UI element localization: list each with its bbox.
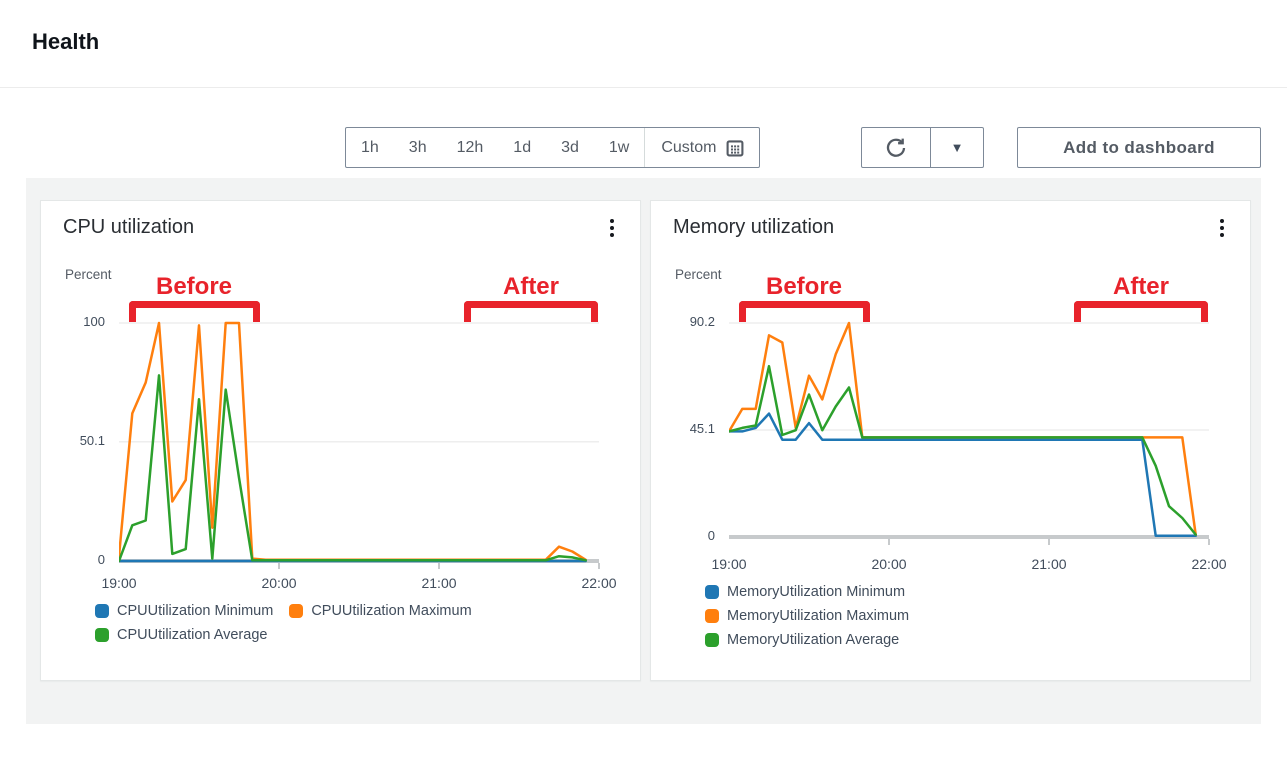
y-axis-unit-label: Percent bbox=[65, 267, 112, 282]
annotation-before-label: Before bbox=[155, 273, 233, 300]
add-to-dashboard-button[interactable]: Add to dashboard bbox=[1017, 127, 1261, 168]
legend-label: CPUUtilization Average bbox=[117, 627, 268, 643]
toolbar: 1h 3h 12h 1d 3d 1w Custom bbox=[0, 88, 1287, 178]
kebab-menu-icon[interactable] bbox=[604, 215, 620, 241]
legend-swatch bbox=[705, 633, 719, 647]
refresh-button[interactable] bbox=[862, 128, 931, 167]
legend-label: MemoryUtilization Maximum bbox=[727, 608, 910, 624]
y-axis-tick-label: 50.1 bbox=[79, 432, 105, 448]
y-axis-tick-label: 45.1 bbox=[689, 421, 715, 436]
page-title: Health bbox=[32, 29, 100, 54]
legend-swatch bbox=[95, 604, 109, 618]
time-range-custom[interactable]: Custom bbox=[645, 128, 759, 167]
y-axis-tick-label: 0 bbox=[707, 528, 715, 543]
chart-title: Memory utilization bbox=[673, 216, 835, 238]
divider bbox=[644, 128, 646, 167]
annotation-after-label: After bbox=[502, 273, 560, 300]
y-axis-unit-label: Percent bbox=[675, 267, 722, 282]
legend-item[interactable]: CPUUtilization Maximum bbox=[289, 603, 472, 619]
chart-legend: MemoryUtilization Minimum MemoryUtilizati… bbox=[705, 584, 909, 648]
caret-down-icon: ▼ bbox=[950, 140, 964, 155]
x-axis-tick-label: 20:00 bbox=[261, 575, 297, 591]
annotation-before-label: Before bbox=[765, 273, 843, 300]
cpu-chart-plot[interactable] bbox=[119, 321, 601, 575]
y-axis-tick-label: 90.2 bbox=[689, 314, 715, 329]
time-range-3h[interactable]: 3h bbox=[394, 128, 442, 167]
legend-swatch bbox=[95, 628, 109, 642]
x-axis-tick-label: 21:00 bbox=[1031, 556, 1067, 572]
legend-swatch bbox=[705, 585, 719, 599]
time-range-1w[interactable]: 1w bbox=[594, 128, 644, 167]
x-axis-tick-label: 20:00 bbox=[871, 556, 907, 572]
memory-utilization-card: Memory utilization Percent Before After … bbox=[650, 200, 1251, 681]
x-axis-tick-label: 21:00 bbox=[421, 575, 457, 591]
y-axis-tick-label: 100 bbox=[83, 314, 105, 329]
annotation-after-bracket bbox=[1074, 301, 1208, 322]
legend-item[interactable]: CPUUtilization Minimum bbox=[95, 603, 273, 619]
time-range-1h[interactable]: 1h bbox=[346, 128, 394, 167]
annotation-before-bracket bbox=[739, 301, 870, 322]
legend-label: CPUUtilization Minimum bbox=[117, 603, 274, 619]
x-axis-tick-label: 19:00 bbox=[101, 575, 137, 591]
time-range-1d[interactable]: 1d bbox=[498, 128, 546, 167]
refresh-options-dropdown[interactable]: ▼ bbox=[931, 128, 983, 167]
refresh-icon bbox=[883, 135, 909, 161]
x-axis-tick-label: 22:00 bbox=[581, 575, 617, 591]
legend-item[interactable]: MemoryUtilization Maximum bbox=[705, 608, 909, 624]
kebab-menu-icon[interactable] bbox=[1214, 215, 1230, 241]
cpu-utilization-card: CPU utilization Percent Before After CPU… bbox=[40, 200, 641, 681]
refresh-group: ▼ bbox=[861, 127, 984, 168]
time-range-12h[interactable]: 12h bbox=[442, 128, 499, 167]
time-range-group: 1h 3h 12h 1d 3d 1w Custom bbox=[345, 127, 761, 168]
legend-item[interactable]: MemoryUtilization Minimum bbox=[705, 584, 909, 600]
calendar-icon bbox=[725, 138, 745, 158]
legend-label: CPUUtilization Maximum bbox=[311, 603, 472, 619]
legend-item[interactable]: MemoryUtilization Average bbox=[705, 632, 909, 648]
legend-label: MemoryUtilization Minimum bbox=[727, 584, 906, 600]
legend-swatch bbox=[705, 609, 719, 623]
annotation-after-bracket bbox=[464, 301, 598, 322]
page-header: Health bbox=[0, 0, 1287, 88]
x-axis-tick-label: 19:00 bbox=[711, 556, 747, 572]
legend-label: MemoryUtilization Average bbox=[727, 632, 900, 648]
y-axis-tick-label: 0 bbox=[97, 552, 105, 567]
chart-legend: CPUUtilization Minimum CPUUtilization Max… bbox=[95, 603, 615, 643]
custom-label: Custom bbox=[661, 138, 717, 156]
annotation-before-bracket bbox=[129, 301, 260, 322]
legend-item[interactable]: CPUUtilization Average bbox=[95, 627, 267, 643]
memory-chart-plot[interactable] bbox=[729, 321, 1211, 551]
time-range-3d[interactable]: 3d bbox=[546, 128, 594, 167]
annotation-after-label: After bbox=[1112, 273, 1170, 300]
legend-swatch bbox=[289, 604, 304, 618]
chart-title: CPU utilization bbox=[63, 216, 195, 238]
x-axis-tick-label: 22:00 bbox=[1191, 556, 1227, 572]
charts-panel: CPU utilization Percent Before After CPU… bbox=[26, 178, 1261, 724]
